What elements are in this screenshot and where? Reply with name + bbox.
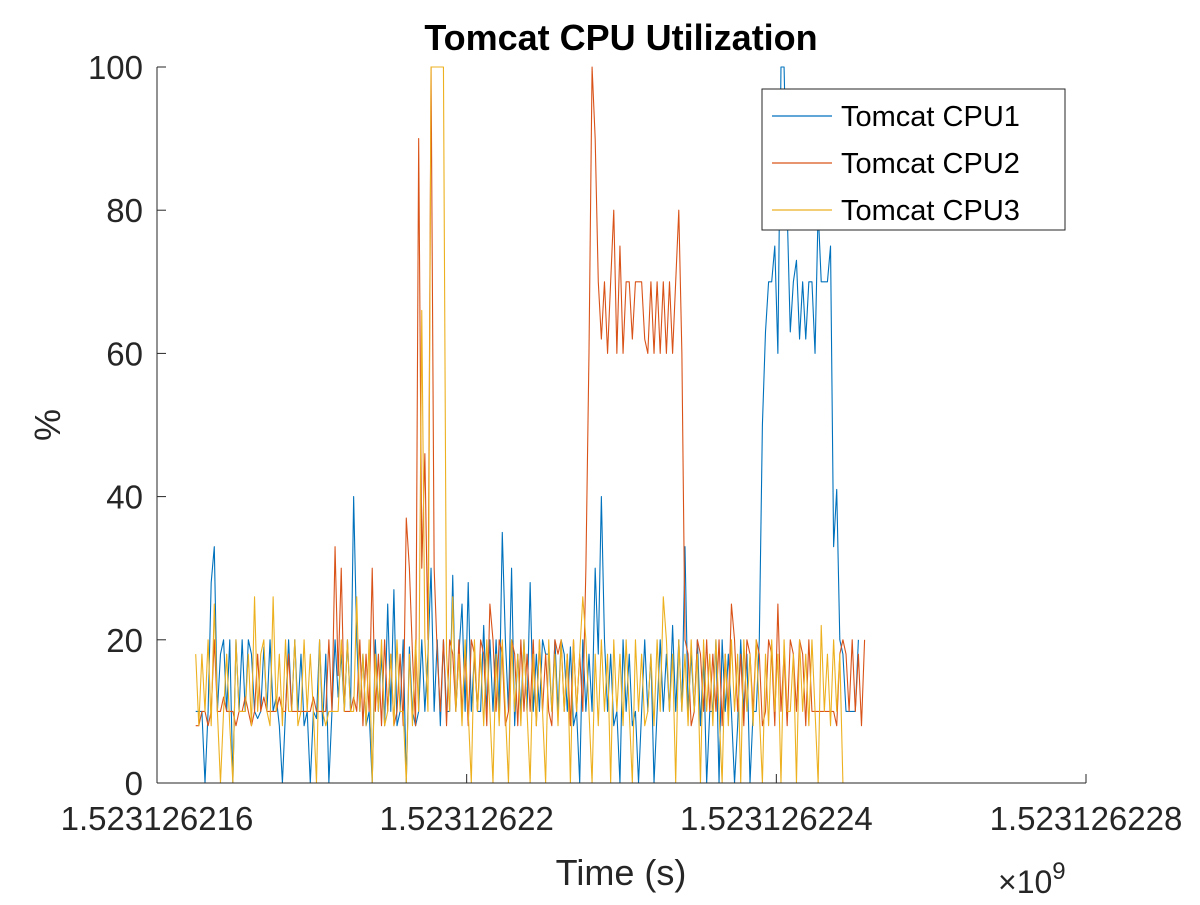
x-multiplier: ×10	[998, 864, 1052, 900]
x-tick-label: 1.52312622	[379, 800, 553, 837]
chart-title: Tomcat CPU Utilization	[424, 17, 817, 58]
x-tick-label: 1.523126228	[990, 800, 1183, 837]
y-axis-label: %	[27, 409, 68, 441]
y-tick-label: 0	[125, 765, 143, 802]
y-tick-label: 100	[88, 49, 143, 86]
legend-entry-2: Tomcat CPU2	[841, 148, 1020, 180]
axes-group: 1.523126216 1.52312622 1.523126224 1.523126…	[61, 49, 1183, 837]
legend: Tomcat CPU1 Tomcat CPU2 Tomcat CPU3	[761, 88, 1066, 231]
legend-box	[761, 88, 1066, 231]
y-tick-label: 60	[106, 335, 143, 372]
legend-entry-3: Tomcat CPU3	[841, 195, 1020, 227]
y-tick-label: 40	[106, 479, 143, 516]
x-axis-label: Time (s)	[556, 852, 687, 893]
x-tick-label: 1.523126216	[61, 800, 254, 837]
series-line-3	[195, 66, 844, 784]
x-exponent: 9	[1052, 858, 1065, 885]
series-group	[195, 66, 866, 784]
legend-entry-1: Tomcat CPU1	[841, 101, 1020, 133]
x-exponent-label: ×109	[998, 858, 1066, 900]
y-tick-label: 80	[106, 192, 143, 229]
svg-text:×109: ×109	[998, 858, 1066, 900]
y-tick-label: 20	[106, 622, 143, 659]
x-tick-label: 1.523126224	[680, 800, 873, 837]
